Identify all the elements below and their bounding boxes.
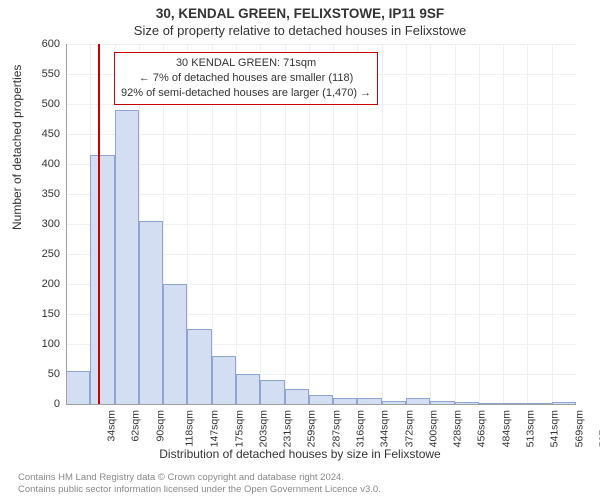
y-tick-label: 600: [20, 38, 60, 50]
x-tick-label: 484sqm: [500, 410, 512, 447]
x-tick-label: 62sqm: [130, 410, 142, 442]
gridline-v: [503, 44, 504, 404]
y-axis-line: [66, 44, 67, 404]
x-tick-label: 147sqm: [209, 410, 221, 447]
y-tick-label: 450: [20, 128, 60, 140]
gridline-h: [66, 194, 576, 195]
x-tick-label: 118sqm: [184, 410, 196, 447]
gridline-v: [382, 44, 383, 404]
x-tick-label: 34sqm: [106, 410, 118, 442]
reference-marker-line: [98, 44, 100, 404]
histogram-bar: [212, 356, 236, 404]
histogram-bar: [90, 155, 114, 404]
x-axis-title: Distribution of detached houses by size …: [0, 447, 600, 461]
y-tick-label: 250: [20, 248, 60, 260]
histogram-bar: [285, 389, 309, 404]
gridline-h: [66, 164, 576, 165]
chart-title-subtitle: Size of property relative to detached ho…: [0, 23, 600, 38]
histogram-bar: [187, 329, 211, 404]
gridline-h: [66, 134, 576, 135]
gridline-v: [479, 44, 480, 404]
gridline-v: [552, 44, 553, 404]
annotation-line: 92% of semi-detached houses are larger (…: [121, 86, 371, 101]
gridline-v: [455, 44, 456, 404]
y-tick-label: 550: [20, 68, 60, 80]
annotation-line: ← 7% of detached houses are smaller (118…: [121, 71, 371, 86]
gridline-v: [406, 44, 407, 404]
histogram-bar: [163, 284, 187, 404]
histogram-bar: [260, 380, 284, 404]
histogram-bar: [66, 371, 90, 404]
x-tick-label: 541sqm: [549, 410, 561, 447]
x-tick-label: 259sqm: [306, 410, 318, 447]
y-tick-label: 0: [20, 398, 60, 410]
gridline-v: [430, 44, 431, 404]
x-tick-label: 400sqm: [427, 410, 439, 447]
plot-area: 05010015020025030035040045050055060034sq…: [66, 44, 576, 404]
y-tick-label: 300: [20, 218, 60, 230]
chart-container: 30, KENDAL GREEN, FELIXSTOWE, IP11 9SF S…: [0, 0, 600, 500]
y-tick-label: 100: [20, 338, 60, 350]
x-tick-label: 456sqm: [476, 410, 488, 447]
x-tick-label: 372sqm: [403, 410, 415, 447]
chart-plot-region: 05010015020025030035040045050055060034sq…: [66, 44, 576, 404]
x-tick-label: 569sqm: [573, 410, 585, 447]
y-tick-label: 50: [20, 368, 60, 380]
footer-line-1: Contains HM Land Registry data © Crown c…: [18, 472, 381, 484]
x-tick-label: 428sqm: [452, 410, 464, 447]
gridline-v: [527, 44, 528, 404]
y-axis-title: Number of detached properties: [10, 65, 24, 230]
chart-title-address: 30, KENDAL GREEN, FELIXSTOWE, IP11 9SF: [0, 0, 600, 21]
footer-attribution: Contains HM Land Registry data © Crown c…: [18, 472, 381, 496]
y-tick-label: 500: [20, 98, 60, 110]
histogram-bar: [236, 374, 260, 404]
histogram-bar: [115, 110, 139, 404]
y-tick-label: 150: [20, 308, 60, 320]
gridline-h: [66, 44, 576, 45]
y-tick-label: 350: [20, 188, 60, 200]
x-tick-label: 316sqm: [354, 410, 366, 447]
x-tick-label: 513sqm: [524, 410, 536, 447]
x-axis-line: [66, 404, 576, 405]
x-tick-label: 203sqm: [257, 410, 269, 447]
annotation-box: 30 KENDAL GREEN: 71sqm← 7% of detached h…: [114, 52, 378, 105]
x-tick-label: 344sqm: [379, 410, 391, 447]
x-tick-label: 231sqm: [282, 410, 294, 447]
annotation-line: 30 KENDAL GREEN: 71sqm: [121, 56, 371, 71]
x-tick-label: 287sqm: [330, 410, 342, 447]
x-tick-label: 90sqm: [154, 410, 166, 442]
x-tick-label: 175sqm: [233, 410, 245, 447]
histogram-bar: [139, 221, 163, 404]
footer-line-2: Contains public sector information licen…: [18, 484, 381, 496]
y-tick-label: 400: [20, 158, 60, 170]
histogram-bar: [309, 395, 333, 404]
y-tick-label: 200: [20, 278, 60, 290]
